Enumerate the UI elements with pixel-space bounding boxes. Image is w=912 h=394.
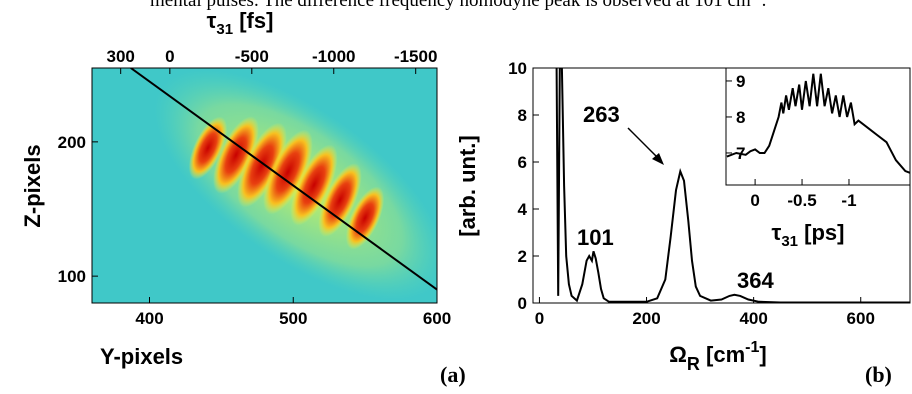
x2-tick-label: -1000	[312, 47, 355, 66]
x-tick-label: 400	[739, 309, 767, 328]
y-tick-label: 4	[518, 200, 528, 219]
x-tick-label: -0.5	[787, 191, 816, 210]
x2-tick-label: 0	[165, 47, 174, 66]
x-axis-title: Y-pixels	[100, 344, 183, 369]
annotation: 263	[583, 102, 620, 127]
x-axis-title: ΩR [cm-1]	[669, 339, 766, 374]
x-tick-label: 400	[135, 309, 163, 328]
x-tick-label: 0	[750, 191, 759, 210]
annotation: 101	[577, 225, 614, 250]
figure: mental pulses. The difference frequency …	[0, 0, 912, 394]
x-tick-label: 200	[632, 309, 660, 328]
x-tick-label: 500	[279, 309, 307, 328]
y-tick-label: 8	[736, 108, 745, 127]
panel-label: (b)	[865, 362, 892, 387]
panel-label: (a)	[440, 362, 466, 387]
y-axis-title: [arb. unt.]	[455, 135, 480, 236]
y-tick-label: 6	[518, 153, 527, 172]
x-tick-label: 0	[535, 309, 544, 328]
x-tick-label: 600	[847, 309, 875, 328]
inset-x-axis-title: τ31 [ps]	[772, 220, 845, 250]
x2-axis-title: τ31 [fs]	[207, 8, 274, 38]
heatmap-image	[92, 26, 482, 344]
y-tick-label: 10	[508, 59, 527, 78]
y-tick-label: 8	[518, 106, 527, 125]
y-tick-label: 2	[518, 247, 527, 266]
inset-frame	[726, 68, 910, 185]
x-tick-label: 600	[423, 309, 451, 328]
x2-tick-label: -500	[235, 47, 269, 66]
x2-tick-label: 300	[106, 47, 134, 66]
y-tick-label: 200	[58, 133, 86, 152]
y-tick-label: 100	[58, 267, 86, 286]
annotation-arrow	[628, 128, 660, 160]
x2-tick-label: -1500	[394, 47, 437, 66]
annotation: 364	[737, 268, 774, 293]
x-tick-label: -1	[841, 191, 856, 210]
y-tick-label: 0	[518, 294, 527, 313]
y-tick-label: 9	[736, 72, 745, 91]
y-axis-title: Z-pixels	[20, 144, 45, 227]
